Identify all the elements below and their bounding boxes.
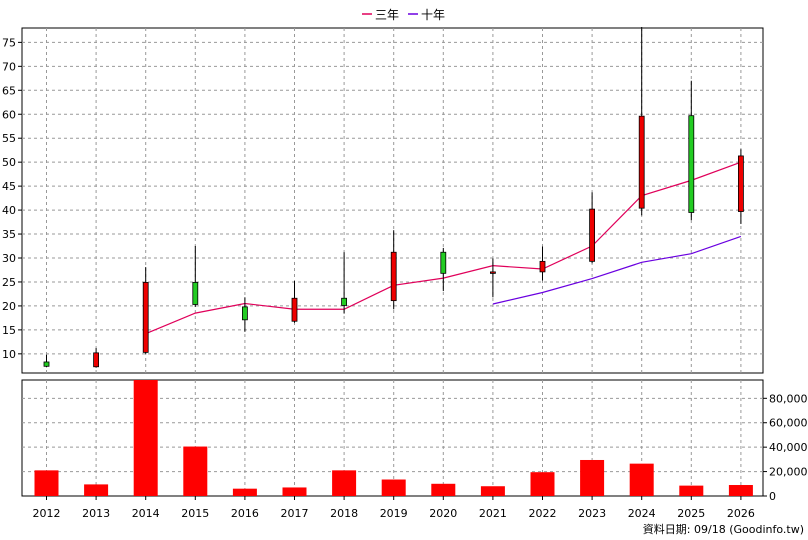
legend-label-十年: 十年 xyxy=(421,8,445,22)
x-tick-label: 2022 xyxy=(529,507,557,520)
volume-bar-2023 xyxy=(580,459,605,496)
x-tick-label: 2020 xyxy=(429,507,457,520)
ma-line-十年 xyxy=(492,235,742,305)
price-panel: 10 15 20 25 30 35 40 45 50 55 60 65 70 75 xyxy=(2,27,764,374)
volume-bar-2024 xyxy=(629,463,654,496)
x-tick-label: 2012 xyxy=(33,507,61,520)
candle-body-2012 xyxy=(43,361,50,367)
candle-body-2013 xyxy=(93,352,99,368)
price-tick-label: 50 xyxy=(2,156,16,169)
price-plot-frame xyxy=(21,27,764,374)
data-credit: 資料日期: 09/18 (Goodinfo.tw) xyxy=(643,522,804,536)
candle-body-2021 xyxy=(489,271,496,274)
x-tick-label: 2025 xyxy=(677,507,705,520)
volume-bar-2013 xyxy=(84,484,109,496)
price-tick-label: 35 xyxy=(2,228,16,241)
volume-bar-2021 xyxy=(480,486,505,496)
volume-bar-2014 xyxy=(133,380,158,496)
candle-body-2025 xyxy=(688,115,695,213)
x-tick-label: 2017 xyxy=(281,507,309,520)
price-tick-label: 20 xyxy=(2,300,16,313)
volume-bar-2018 xyxy=(332,470,357,496)
volume-bar-2019 xyxy=(381,479,406,496)
x-tick-label: 2023 xyxy=(578,507,606,520)
price-tick-label: 45 xyxy=(2,180,16,193)
volume-bar-2017 xyxy=(282,487,307,496)
price-tick-label: 60 xyxy=(2,108,16,121)
candle-body-2016 xyxy=(241,306,248,321)
volume-bar-2026 xyxy=(728,485,753,496)
price-tick-label: 30 xyxy=(2,252,16,265)
x-tick-label: 2026 xyxy=(727,507,755,520)
volume-bar-2025 xyxy=(679,485,704,496)
x-tick-label: 2013 xyxy=(82,507,110,520)
candle-body-2023 xyxy=(589,208,595,262)
candle-body-2017 xyxy=(291,297,298,322)
price-tick-label: 55 xyxy=(2,132,16,145)
candle-body-2018 xyxy=(341,297,348,306)
candle-body-2019 xyxy=(390,251,397,302)
price-tick-label: 40 xyxy=(2,204,16,217)
x-tick-label: 2014 xyxy=(132,507,160,520)
volume-tick-label: 40,000 xyxy=(769,441,808,454)
legend-label-三年: 三年 xyxy=(375,8,399,22)
volume-tick-label: 0 xyxy=(769,490,776,503)
volume-bar-2020 xyxy=(431,483,456,496)
x-axis: 2012 2013 2014 2015 2016 2017 2018 2019 2020 2021… xyxy=(33,496,755,520)
price-tick-label: 15 xyxy=(2,324,16,337)
price-tick-label: 10 xyxy=(2,348,16,361)
x-tick-label: 2021 xyxy=(479,507,507,520)
x-tick-label: 2019 xyxy=(380,507,408,520)
x-tick-label: 2024 xyxy=(628,507,656,520)
candle-body-2020 xyxy=(440,251,447,274)
x-tick-label: 2018 xyxy=(330,507,358,520)
price-tick-label: 25 xyxy=(2,276,16,289)
price-tick-label: 65 xyxy=(2,84,16,97)
volume-panel: 0 20,000 40,000 60,000 80,000 xyxy=(21,379,808,503)
volume-bar-2016 xyxy=(232,488,257,496)
price-tick-label: 75 xyxy=(2,36,16,49)
volume-bar-2015 xyxy=(183,446,208,496)
candle-body-2026 xyxy=(738,155,744,212)
candle-body-2022 xyxy=(539,260,546,273)
volume-tick-label: 80,000 xyxy=(769,392,808,405)
candle-body-2015 xyxy=(192,282,199,305)
candle-body-2014 xyxy=(142,282,149,353)
volume-tick-label: 60,000 xyxy=(769,417,808,430)
volume-bar-2012 xyxy=(34,470,59,496)
volume-tick-label: 20,000 xyxy=(769,466,808,479)
volume-bar-2022 xyxy=(530,472,555,496)
candle-body-2024 xyxy=(638,115,645,209)
legend: 三年 十年 xyxy=(362,8,445,22)
x-tick-label: 2016 xyxy=(231,507,259,520)
x-tick-label: 2015 xyxy=(181,507,209,520)
price-tick-label: 70 xyxy=(2,60,16,73)
